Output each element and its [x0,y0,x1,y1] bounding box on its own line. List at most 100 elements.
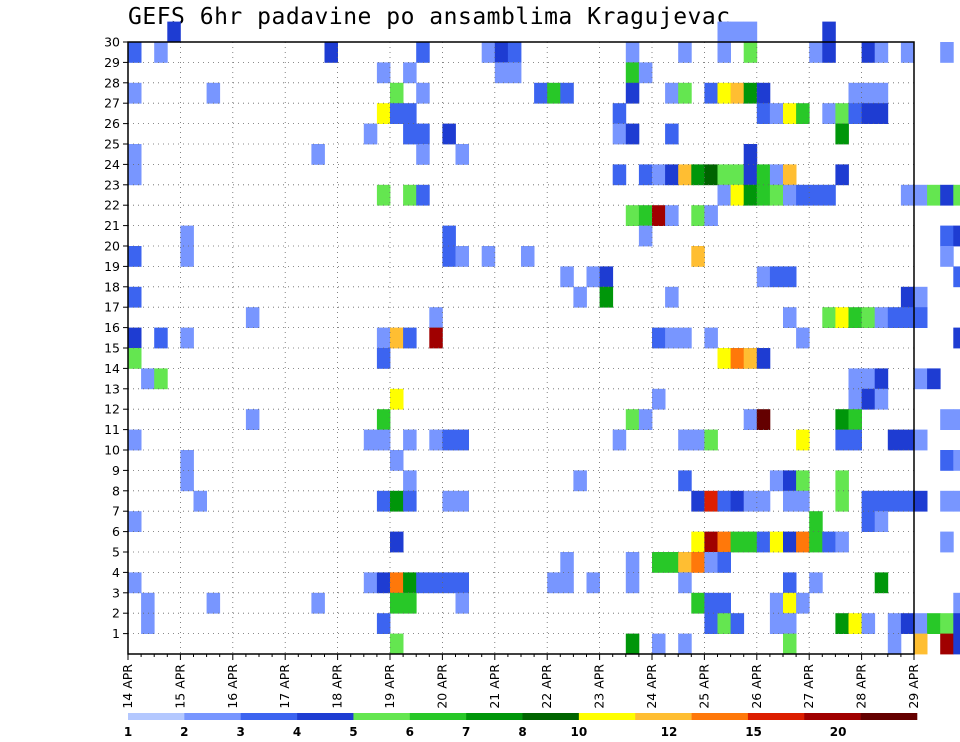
heatmap-cell [756,348,771,369]
heatmap-cell [940,409,954,430]
heatmap-cell [914,368,928,390]
y-tick-label: 21 [104,218,120,233]
heatmap-cell [180,327,194,349]
heatmap-cell [887,633,902,655]
heatmap-cell [180,470,194,492]
y-tick-label: 24 [104,157,120,172]
heatmap-cell [756,490,771,512]
legend-swatch [128,713,185,720]
heatmap-cell [403,327,417,349]
heatmap-cell [612,429,627,451]
heatmap-cell [455,144,469,165]
heatmap-cell [403,592,417,614]
legend-label: 8 [518,725,526,739]
legend-swatch [353,713,411,720]
heatmap-cell [403,572,417,594]
x-tick-label: 17 APR [277,664,292,709]
heatmap-cell [900,286,915,308]
heatmap-cell [665,552,679,573]
heatmap-cell [376,103,391,124]
heatmap-cell [914,490,928,512]
heatmap-cell [730,164,745,186]
heatmap-cell [783,613,797,634]
heatmap-cell [874,572,889,594]
heatmap-cell [914,429,928,451]
heatmap-cell [442,246,456,267]
heatmap-cell [717,82,731,104]
y-tick-label: 8 [112,483,120,498]
heatmap-cell [376,429,391,451]
y-tick-label: 27 [104,96,120,111]
heatmap-cell [128,348,142,369]
y-tick-label: 13 [104,381,120,396]
heatmap-cell [848,368,862,390]
heatmap-cell [717,552,731,573]
heatmap-cell [245,307,260,328]
heatmap-cell [376,572,391,594]
heatmap-cell [638,62,653,84]
heatmap-cell [769,184,784,206]
heatmap-cell [560,552,574,573]
heatmap-cell [861,490,876,512]
heatmap-cell [507,62,522,84]
y-tick-label: 26 [104,116,120,131]
heatmap-cell [953,409,960,430]
heatmap-cell [730,184,745,206]
heatmap-cell [376,62,391,84]
heatmap-cell [416,184,430,206]
heatmap-cell [442,572,456,594]
x-tick-label: 18 APR [330,664,345,709]
heatmap-cell [678,633,692,655]
heatmap-cell [652,205,666,226]
heatmap-cell [311,592,325,614]
heatmap-cell [848,429,862,451]
heatmap-cell [625,552,640,573]
heatmap-cell [363,123,378,145]
heatmap-cell [809,42,823,63]
heatmap-cell [822,103,836,124]
heatmap-cell [678,42,692,63]
heatmap-cell [612,103,627,124]
heatmap-cell [822,21,836,43]
y-tick-label: 12 [104,402,120,417]
heatmap-cell [953,450,960,471]
heatmap-cell [691,246,705,267]
heatmap-cell [403,429,417,451]
x-tick-label: 26 APR [749,664,764,709]
legend-swatch [804,713,861,720]
heatmap-cell [914,633,928,655]
heatmap-cell [796,470,810,492]
heatmap-cell [376,409,391,430]
heatmap-cell [927,368,941,390]
heatmap-cell [783,572,797,594]
legend-swatch [184,713,242,720]
heatmap-cell [835,490,849,512]
heatmap-cell [769,266,784,288]
heatmap-cell [141,592,155,614]
heatmap-cell [940,531,954,553]
heatmap-cell [704,327,718,349]
heatmap-cell [206,82,221,104]
heatmap-cell [848,388,862,410]
x-tick-label: 20 APR [434,664,449,709]
heatmap-cell [730,82,745,104]
heatmap-cell [900,184,915,206]
heatmap-cell [141,368,155,390]
chart-title: GEFS 6hr padavine po ansamblima Kragujev… [128,4,731,30]
heatmap-cell [848,82,862,104]
heatmap-cell [638,164,653,186]
y-tick-label: 1 [112,626,120,641]
heatmap-cell [953,327,960,349]
legend-label: 3 [237,725,245,739]
heatmap-cell [783,184,797,206]
heatmap-cell [638,225,653,247]
heatmap-cell [691,552,705,573]
y-tick-label: 16 [104,320,120,335]
heatmap-cell [390,388,404,410]
heatmap-cell [914,286,928,308]
heatmap-cell [403,62,417,84]
legend-swatch [578,713,636,720]
heatmap-cell [783,592,797,614]
heatmap-cell [638,205,653,226]
